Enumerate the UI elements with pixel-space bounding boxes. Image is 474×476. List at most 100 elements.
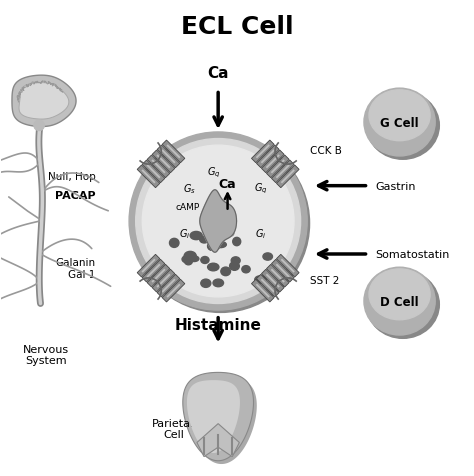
Polygon shape bbox=[162, 150, 175, 164]
Ellipse shape bbox=[184, 258, 192, 265]
Polygon shape bbox=[266, 265, 289, 288]
Ellipse shape bbox=[184, 252, 196, 261]
Polygon shape bbox=[276, 255, 299, 278]
Polygon shape bbox=[152, 151, 175, 173]
Ellipse shape bbox=[208, 264, 219, 271]
Polygon shape bbox=[262, 151, 284, 173]
Ellipse shape bbox=[263, 253, 273, 261]
Polygon shape bbox=[281, 170, 295, 184]
Ellipse shape bbox=[182, 256, 193, 263]
Text: CCK B: CCK B bbox=[310, 146, 342, 156]
Polygon shape bbox=[12, 76, 76, 127]
Ellipse shape bbox=[208, 243, 220, 251]
Text: Ca: Ca bbox=[219, 178, 237, 190]
Ellipse shape bbox=[364, 89, 435, 157]
Ellipse shape bbox=[201, 279, 211, 288]
Ellipse shape bbox=[364, 268, 435, 335]
Polygon shape bbox=[256, 145, 270, 159]
Polygon shape bbox=[256, 275, 279, 298]
Ellipse shape bbox=[229, 262, 239, 271]
Polygon shape bbox=[262, 270, 284, 292]
Ellipse shape bbox=[170, 239, 179, 248]
Text: SST 2: SST 2 bbox=[310, 275, 339, 285]
Polygon shape bbox=[266, 156, 289, 178]
Circle shape bbox=[142, 146, 294, 297]
Polygon shape bbox=[276, 264, 290, 278]
Text: PACAP: PACAP bbox=[55, 191, 96, 201]
Polygon shape bbox=[142, 161, 165, 183]
Text: $G_q$: $G_q$ bbox=[254, 181, 267, 196]
Polygon shape bbox=[157, 275, 180, 298]
Ellipse shape bbox=[233, 238, 241, 246]
Polygon shape bbox=[252, 280, 274, 302]
Polygon shape bbox=[146, 264, 161, 278]
Text: ECL Cell: ECL Cell bbox=[181, 15, 293, 39]
Text: Somatostatin: Somatostatin bbox=[375, 249, 450, 259]
Ellipse shape bbox=[223, 230, 234, 237]
Ellipse shape bbox=[190, 232, 202, 240]
Polygon shape bbox=[142, 260, 165, 282]
Polygon shape bbox=[147, 265, 170, 288]
Ellipse shape bbox=[190, 257, 199, 262]
Ellipse shape bbox=[366, 92, 439, 160]
Text: Nervous
System: Nervous System bbox=[23, 344, 69, 366]
Ellipse shape bbox=[255, 276, 266, 284]
Polygon shape bbox=[147, 156, 170, 178]
Ellipse shape bbox=[215, 242, 226, 248]
Polygon shape bbox=[266, 274, 280, 288]
Text: Histamine: Histamine bbox=[175, 317, 262, 332]
Polygon shape bbox=[162, 279, 175, 293]
Polygon shape bbox=[197, 424, 239, 456]
Polygon shape bbox=[266, 155, 280, 169]
Polygon shape bbox=[276, 165, 290, 179]
Polygon shape bbox=[271, 269, 285, 283]
Text: cAMP: cAMP bbox=[175, 203, 200, 212]
Polygon shape bbox=[152, 269, 165, 283]
Polygon shape bbox=[183, 373, 254, 461]
Ellipse shape bbox=[201, 257, 209, 264]
Text: D Cell: D Cell bbox=[380, 295, 419, 308]
Ellipse shape bbox=[200, 237, 209, 244]
Polygon shape bbox=[152, 160, 165, 174]
Text: $G_s$: $G_s$ bbox=[183, 182, 196, 196]
Ellipse shape bbox=[242, 266, 250, 273]
Polygon shape bbox=[166, 145, 181, 159]
Text: Parietal
Cell: Parietal Cell bbox=[152, 417, 194, 439]
Polygon shape bbox=[19, 83, 69, 120]
Polygon shape bbox=[187, 380, 240, 453]
Ellipse shape bbox=[366, 271, 439, 338]
Ellipse shape bbox=[369, 269, 430, 320]
Circle shape bbox=[129, 133, 307, 310]
Polygon shape bbox=[157, 146, 180, 169]
Text: Galanin
Gal 1: Galanin Gal 1 bbox=[55, 258, 96, 279]
Polygon shape bbox=[162, 141, 185, 163]
Ellipse shape bbox=[221, 268, 230, 276]
Ellipse shape bbox=[34, 121, 44, 131]
Text: $G_i$: $G_i$ bbox=[255, 227, 266, 240]
Ellipse shape bbox=[231, 258, 240, 265]
Text: $G_q$: $G_q$ bbox=[207, 165, 220, 179]
Polygon shape bbox=[252, 141, 274, 163]
Text: Gastrin: Gastrin bbox=[375, 181, 416, 191]
Polygon shape bbox=[141, 259, 155, 273]
Ellipse shape bbox=[369, 90, 430, 141]
Ellipse shape bbox=[208, 242, 216, 251]
Polygon shape bbox=[281, 259, 295, 273]
Polygon shape bbox=[271, 160, 285, 174]
Polygon shape bbox=[261, 279, 275, 293]
Circle shape bbox=[136, 139, 301, 304]
Polygon shape bbox=[166, 284, 181, 298]
Polygon shape bbox=[272, 260, 294, 282]
Text: $G_i$: $G_i$ bbox=[180, 227, 191, 240]
Polygon shape bbox=[152, 270, 175, 292]
Polygon shape bbox=[156, 155, 171, 169]
Polygon shape bbox=[141, 170, 155, 184]
Circle shape bbox=[131, 135, 310, 313]
Polygon shape bbox=[261, 150, 275, 164]
Polygon shape bbox=[200, 190, 237, 253]
Ellipse shape bbox=[213, 279, 224, 287]
Polygon shape bbox=[272, 161, 294, 183]
Text: Null, Hop: Null, Hop bbox=[48, 172, 96, 182]
Polygon shape bbox=[256, 284, 270, 298]
Polygon shape bbox=[146, 165, 161, 179]
